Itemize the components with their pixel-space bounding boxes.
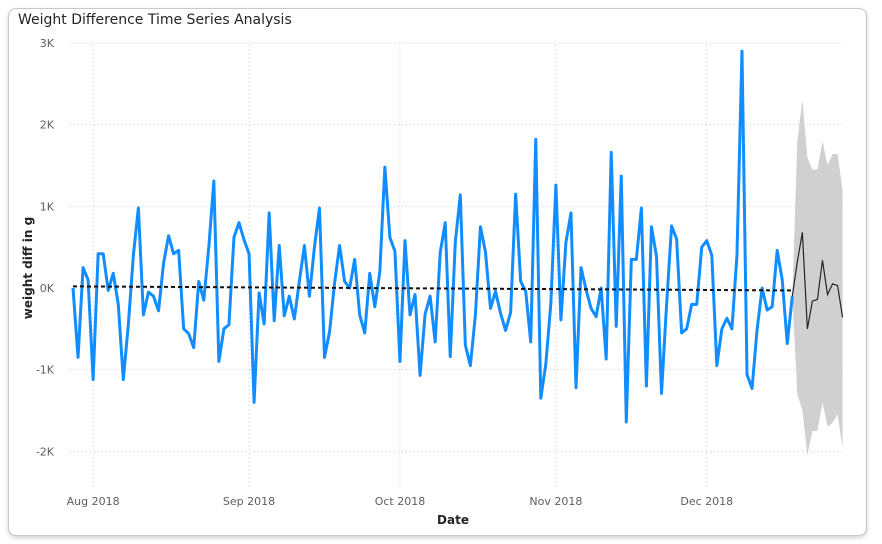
y-tick-label: 1K xyxy=(40,200,55,213)
y-tick-label: 0K xyxy=(40,282,55,295)
y-tick-label: 3K xyxy=(40,37,55,50)
trend-line xyxy=(72,285,793,292)
y-tick-label: -2K xyxy=(36,445,55,458)
x-tick-label: Dec 2018 xyxy=(680,495,733,508)
x-tick-label: Nov 2018 xyxy=(529,495,582,508)
forecast-series-line[interactable] xyxy=(791,232,844,329)
x-tick-label: Sep 2018 xyxy=(223,495,275,508)
actual-series-line[interactable] xyxy=(71,49,794,424)
chart-card xyxy=(8,8,867,536)
chart-title: Weight Difference Time Series Analysis xyxy=(18,12,292,28)
x-tick-label: Oct 2018 xyxy=(375,495,426,508)
y-axis-title: weight diff in g xyxy=(21,217,35,319)
y-tick-label: 2K xyxy=(40,119,55,132)
y-tick-label: -1K xyxy=(36,364,55,377)
x-tick-label: Aug 2018 xyxy=(67,495,120,508)
forecast-confidence-band xyxy=(792,100,843,456)
x-axis-title: Date xyxy=(437,513,469,527)
